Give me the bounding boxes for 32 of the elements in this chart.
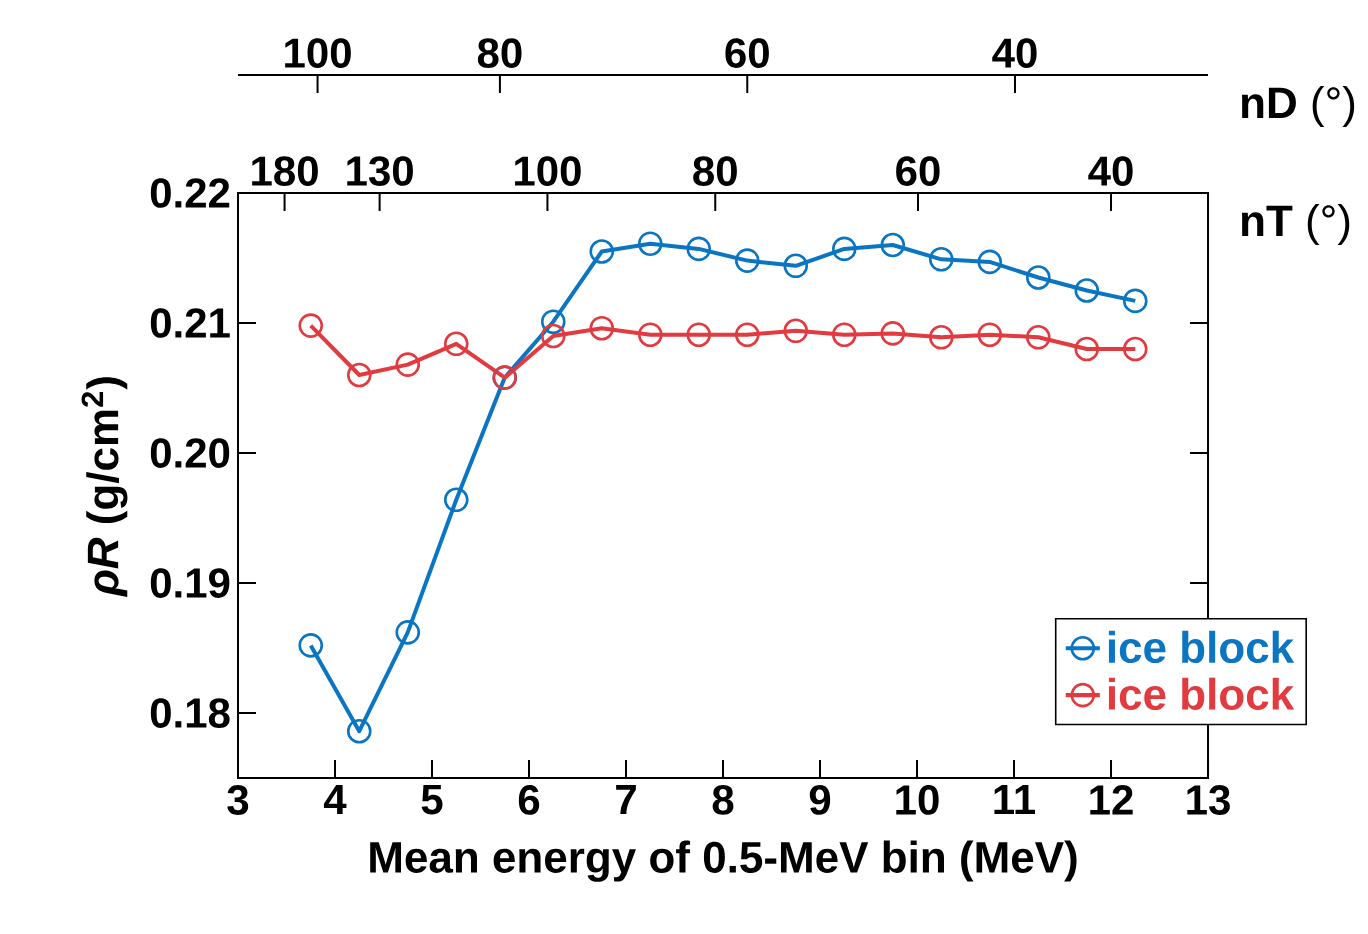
text: 100	[285, 38, 351, 68]
x-tick-label: 5	[421, 785, 443, 815]
text: 80	[477, 38, 522, 68]
legend-label: ice block	[1108, 677, 1295, 710]
text: nD (°)	[1241, 86, 1355, 128]
x-tick-label: 11	[994, 785, 1036, 814]
y-tick-label: 0.20	[150, 438, 230, 468]
text: 40	[1088, 156, 1133, 186]
x-tick-label: 12	[1090, 785, 1133, 815]
x-tick-label: 8	[712, 785, 734, 815]
y-tick-label: 0.19	[150, 568, 230, 598]
x-tick-label: 6	[518, 785, 540, 815]
y-tick-label: 0.21	[150, 308, 230, 338]
legend-label: ice block	[1108, 630, 1295, 664]
text: 180	[252, 156, 318, 186]
y-axis-title: ρR (g/cm$^{2}$)	[81, 377, 128, 597]
x-tick-label: 9	[809, 785, 831, 815]
x-tick-label: 13	[1187, 785, 1230, 815]
text: 80	[693, 156, 737, 186]
x-axis-title: Mean energy of 0.5-MeV bin (MeV)	[370, 840, 1077, 882]
text: 100	[515, 156, 581, 186]
x-tick-label: 7	[616, 785, 636, 814]
x-tick-label: 3	[227, 785, 249, 815]
y-tick-label: 0.22	[150, 178, 230, 208]
text: 130	[347, 156, 413, 186]
x-tick-label: 4	[323, 785, 347, 814]
x-tick-label: 10	[896, 785, 939, 815]
text: 60	[896, 156, 940, 186]
y-tick-label: 0.18	[150, 698, 230, 728]
text: 40	[992, 38, 1037, 68]
text: 60	[725, 38, 769, 68]
x2-axis-title: nT (°)	[1241, 204, 1350, 246]
